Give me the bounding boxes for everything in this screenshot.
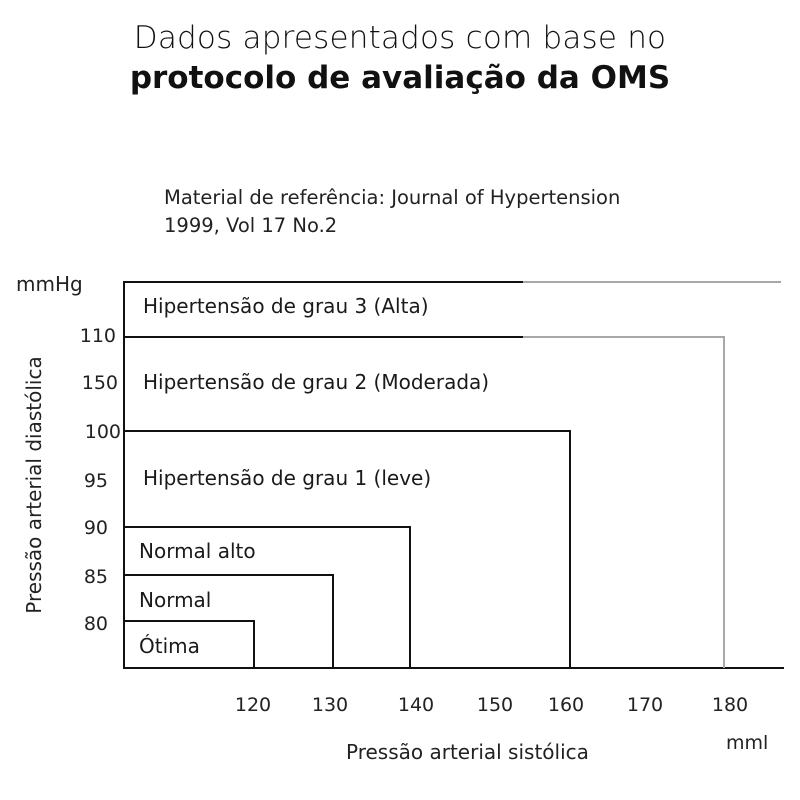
grade3-top-line	[123, 281, 523, 283]
y-axis-line	[123, 281, 125, 669]
x-axis-line	[123, 667, 784, 669]
reference-line2: 1999, Vol 17 No.2	[164, 214, 338, 237]
x-tick-120: 120	[234, 694, 272, 716]
x-axis-title: Pressão arterial sistólica	[346, 740, 589, 764]
zone-label-grade1: Hipertensão de grau 1 (leve)	[143, 466, 432, 490]
y-axis-unit: mmHg	[16, 272, 83, 296]
normal-high-right-line	[409, 526, 411, 668]
x-tick-140: 140	[397, 694, 435, 716]
x-tick-130: 130	[311, 694, 349, 716]
zone-label-grade3: Hipertensão de grau 3 (Alta)	[143, 294, 429, 318]
y-tick-80: 80	[83, 613, 108, 635]
grade3-top-line-grey	[523, 281, 781, 283]
optimal-top-line	[123, 620, 255, 622]
y-tick-100: 100	[84, 421, 121, 443]
y-tick-85: 85	[83, 566, 108, 588]
zone-label-optimal: Ótima	[139, 634, 200, 658]
y-tick-95: 95	[83, 470, 108, 492]
x-tick-160: 160	[547, 694, 585, 716]
x-tick-180: 180	[711, 694, 749, 716]
normal-top-line	[123, 574, 334, 576]
x-tick-150: 150	[476, 694, 514, 716]
zone-label-normal: Normal	[139, 588, 212, 612]
grade2-top-line-grey	[523, 336, 724, 338]
optimal-right-line	[253, 620, 255, 668]
page-title-line2: protocolo de avaliação da OMS	[129, 60, 671, 96]
y-axis-title: Pressão arterial diastólica	[22, 356, 46, 614]
x-tick-170: 170	[626, 694, 664, 716]
normal-right-line	[332, 574, 334, 668]
y-tick-150: 150	[81, 372, 118, 394]
grade1-right-line	[569, 430, 571, 668]
zone-label-normal-high: Normal alto	[139, 539, 256, 563]
zone-label-grade2: Hipertensão de grau 2 (Moderada)	[143, 370, 490, 394]
reference-line1: Material de referência: Journal of Hyper…	[164, 186, 621, 209]
y-tick-110: 110	[79, 325, 116, 347]
grade1-top-line	[123, 430, 571, 432]
grade2-right-line	[723, 336, 725, 668]
page-title-line1: Dados apresentados com base no	[133, 20, 667, 56]
y-tick-90: 90	[83, 517, 108, 539]
normal-high-top-line	[123, 526, 411, 528]
x-axis-unit: mml	[726, 732, 769, 754]
grade2-top-line	[123, 336, 523, 338]
